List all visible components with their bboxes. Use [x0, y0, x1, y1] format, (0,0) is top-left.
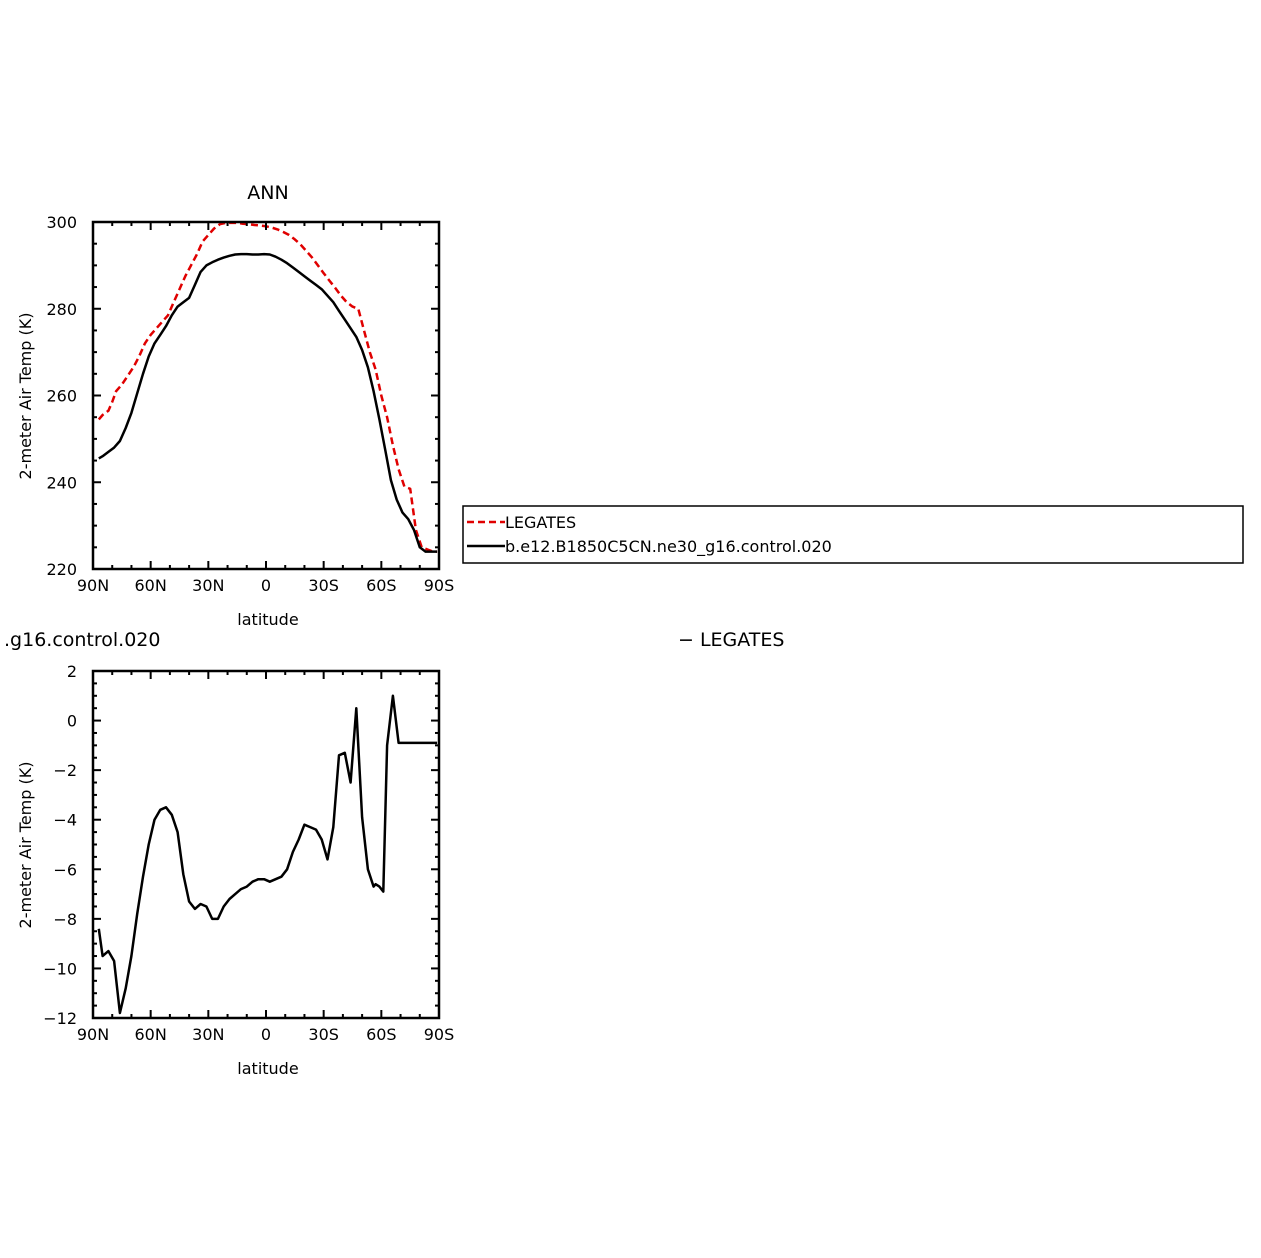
bottom-xtick-label: 90N	[77, 1025, 109, 1044]
legend-label-model: b.e12.B1850C5CN.ne30_g16.control.020	[505, 537, 832, 557]
top-ytick-label: 280	[46, 300, 77, 319]
bottom-chart-title-fragment-right: − LEGATES	[678, 629, 784, 651]
bottom-chart-series	[97, 694, 438, 1015]
bottom-ytick-label: −8	[53, 910, 77, 929]
bottom-chart-ticks: 90N 60N 30N 0 30S 60S 90S −12 −10 −8 −6 −4 −2 0 2	[43, 662, 454, 1044]
top-ytick-label: 240	[46, 473, 77, 492]
top-ytick-label: 260	[46, 387, 77, 406]
bottom-ytick-label: 0	[67, 712, 77, 731]
bottom-series-line-0	[97, 694, 438, 1015]
top-xtick-label: 0	[261, 576, 271, 595]
bottom-xtick-label: 30S	[308, 1025, 339, 1044]
legend-label-legates: LEGATES	[505, 513, 576, 532]
top-chart-xlabel: latitude	[237, 610, 298, 629]
top-xtick-label: 60N	[135, 576, 167, 595]
top-chart-ticks: 90N 60N 30N 0 30S 60S 90S 220 240 260 280 300	[46, 213, 454, 595]
top-chart-title: ANN	[247, 182, 288, 204]
bottom-ytick-label: −12	[43, 1009, 77, 1028]
bottom-ytick-label: −6	[53, 860, 77, 879]
top-xtick-label: 90N	[77, 576, 109, 595]
top-series-line-0	[97, 221, 438, 553]
bottom-chart: .g16.control.020 − LEGATES latitude 2-me…	[4, 629, 784, 1078]
bottom-chart-ylabel: 2-meter Air Temp (K)	[16, 762, 35, 929]
bottom-ytick-label: −4	[53, 811, 77, 830]
bottom-xtick-label: 0	[261, 1025, 271, 1044]
top-xtick-label: 60S	[366, 576, 397, 595]
bottom-chart-xlabel: latitude	[237, 1059, 298, 1078]
top-xtick-label: 90S	[424, 576, 455, 595]
bottom-ytick-label: −10	[43, 959, 77, 978]
top-chart-series	[97, 221, 438, 553]
top-xtick-label: 30N	[192, 576, 224, 595]
bottom-xtick-label: 30N	[192, 1025, 224, 1044]
top-ytick-label: 300	[46, 213, 77, 232]
top-xtick-label: 30S	[308, 576, 339, 595]
top-chart-frame	[91, 220, 441, 571]
top-chart-ylabel: 2-meter Air Temp (K)	[16, 313, 35, 480]
legend-box	[462, 505, 1244, 564]
bottom-xtick-label: 60S	[366, 1025, 397, 1044]
bottom-chart-title-fragment: .g16.control.020	[4, 629, 160, 651]
top-series-line-1	[98, 252, 438, 553]
bottom-xtick-label: 90S	[424, 1025, 455, 1044]
legend: LEGATES b.e12.B1850C5CN.ne30_g16.control…	[462, 505, 1244, 564]
top-chart: ANN latitude 2-meter Air Temp (K) 90N 60N…	[16, 182, 454, 629]
bottom-ytick-label: 2	[67, 662, 77, 681]
bottom-chart-frame	[91, 669, 441, 1020]
bottom-ytick-label: −2	[53, 761, 77, 780]
bottom-xtick-label: 60N	[135, 1025, 167, 1044]
top-ytick-label: 220	[46, 560, 77, 579]
